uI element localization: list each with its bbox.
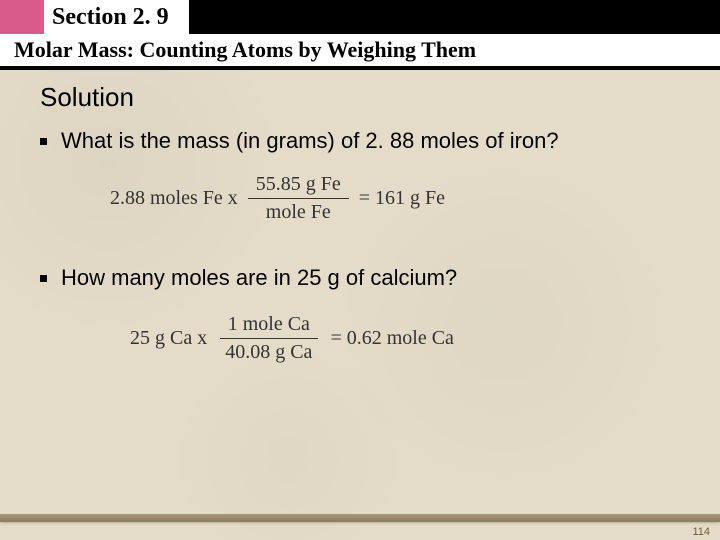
eq2-rhs: = 0.62 mole Ca xyxy=(330,327,454,350)
bullet-icon xyxy=(40,275,47,282)
equation-2: 25 g Ca x 1 mole Ca 40.08 g Ca = 0.62 mo… xyxy=(130,313,680,364)
question-2-text: How many moles are in 25 g of calcium? xyxy=(61,264,457,292)
solution-heading: Solution xyxy=(40,82,680,113)
footer-bar xyxy=(0,514,720,522)
eq1-denominator: mole Fe xyxy=(258,199,339,224)
eq1-rhs: = 161 g Fe xyxy=(359,187,445,210)
page-number: 114 xyxy=(692,526,710,538)
eq1-fraction: 55.85 g Fe mole Fe xyxy=(248,173,349,224)
question-2: How many moles are in 25 g of calcium? xyxy=(40,264,680,292)
accent-block xyxy=(0,0,44,34)
eq2-numerator: 1 mole Ca xyxy=(220,313,318,339)
equation-1: 2.88 moles Fe x 55.85 g Fe mole Fe = 161… xyxy=(110,173,680,224)
question-1: What is the mass (in grams) of 2. 88 mol… xyxy=(40,127,680,155)
section-title-bar: Section 2. 9 xyxy=(0,0,189,34)
eq2-fraction: 1 mole Ca 40.08 g Ca xyxy=(217,313,320,364)
question-1-text: What is the mass (in grams) of 2. 88 mol… xyxy=(61,127,559,155)
eq1-lhs: 2.88 moles Fe x xyxy=(110,187,238,210)
eq2-denominator: 40.08 g Ca xyxy=(217,339,320,364)
bullet-icon xyxy=(40,138,47,145)
section-title: Section 2. 9 xyxy=(44,0,189,34)
subtitle-bar: Molar Mass: Counting Atoms by Weighing T… xyxy=(0,34,720,70)
subtitle-text: Molar Mass: Counting Atoms by Weighing T… xyxy=(14,37,476,63)
content-area: Solution What is the mass (in grams) of … xyxy=(40,82,680,404)
eq1-numerator: 55.85 g Fe xyxy=(248,173,349,199)
eq2-lhs: 25 g Ca x xyxy=(130,327,207,350)
